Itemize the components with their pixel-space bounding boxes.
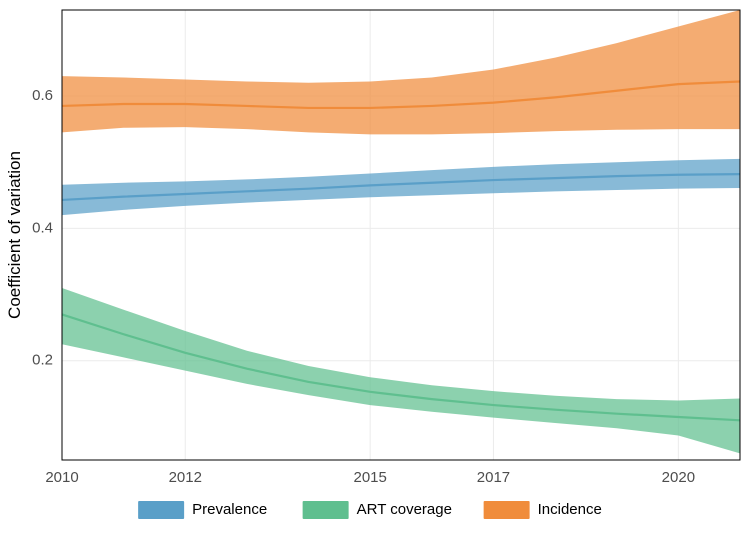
legend-label: Incidence [538,501,602,518]
x-tick-label: 2017 [477,469,510,486]
y-axis-label: Coefficient of variation [5,151,24,319]
chart-svg: 0.2 0.4 0.6 2010 2012 2015 2017 2020 Coefficient… [0,0,750,544]
y-tick-label: 0.6 [32,87,53,104]
x-tick-label: 2012 [169,469,202,486]
x-tick-label: 2020 [662,469,695,486]
legend-swatch [303,501,349,519]
legend-swatch [484,501,530,519]
legend-swatch [138,501,184,519]
legend-label: Prevalence [192,501,267,518]
legend: Prevalence ART coverage Incidence [138,501,602,519]
y-tick-label: 0.4 [32,219,53,236]
x-tick-label: 2010 [45,469,78,486]
y-tick-label: 0.2 [32,352,53,369]
x-tick-label: 2015 [353,469,386,486]
legend-label: ART coverage [357,501,452,518]
chart-container: 0.2 0.4 0.6 2010 2012 2015 2017 2020 Coefficient… [0,0,750,544]
